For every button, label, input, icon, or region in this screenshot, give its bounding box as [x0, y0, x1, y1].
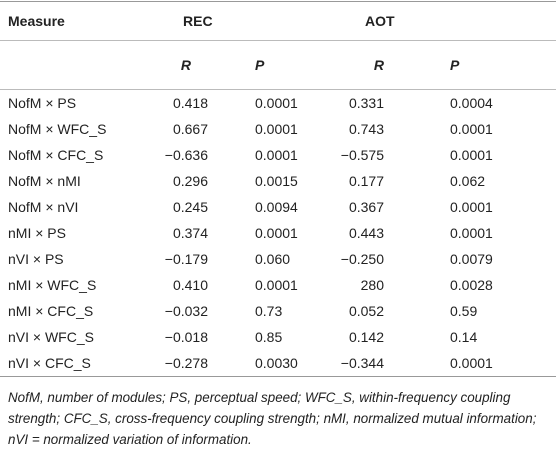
value-cell: 0.177	[348, 173, 384, 189]
value-cell: 0.374	[172, 225, 208, 241]
value-cell: 0.0001	[255, 225, 298, 241]
header-cell: REC	[140, 1, 320, 41]
value-cell: −0.575	[340, 147, 384, 163]
value-cell: 0.142	[348, 329, 384, 345]
measure-cell: NofM × WFC_S	[8, 121, 107, 137]
measure-cell: nMI × PS	[8, 225, 66, 241]
value-cell: 0.060	[255, 251, 291, 267]
value-cell: 0.14	[450, 329, 478, 345]
value-cell: −0.636	[164, 147, 208, 163]
value-cell: 0.245	[172, 199, 208, 215]
value-cell: 0.743	[348, 121, 384, 137]
subheader-row: R P R P	[0, 40, 556, 90]
value-cell: 0.0001	[255, 147, 298, 163]
value-cell: 0.0001	[450, 147, 493, 163]
subheader-cell: P	[215, 40, 320, 90]
value-cell: 0.0094	[255, 199, 298, 215]
table-body: Measure REC AOT R P R P NofM × PS 0.418 0.…	[0, 1, 556, 377]
table-row: nVI × CFC_S −0.278 0.0030 −0.344 0.0001	[0, 350, 556, 377]
measure-cell: nVI × WFC_S	[8, 329, 94, 345]
value-cell: 0.443	[348, 225, 384, 241]
value-cell: 0.0028	[450, 277, 493, 293]
value-cell: 0.0004	[450, 95, 493, 111]
measure-cell: nMI × WFC_S	[8, 277, 97, 293]
header-cell: Measure	[0, 1, 140, 41]
value-cell: 280	[360, 277, 384, 293]
value-cell: 0.0001	[450, 225, 493, 241]
value-cell: 0.667	[172, 121, 208, 137]
subheader-cell: R	[320, 40, 390, 90]
measure-cell: NofM × nMI	[8, 173, 81, 189]
value-cell: 0.418	[172, 95, 208, 111]
value-cell: 0.296	[172, 173, 208, 189]
measure-cell: nVI × PS	[8, 251, 64, 267]
value-cell: −0.344	[320, 350, 390, 377]
value-cell: 0.0079	[450, 251, 493, 267]
value-cell: 0.410	[172, 277, 208, 293]
value-cell: 0.367	[348, 199, 384, 215]
measure-cell: nMI × CFC_S	[8, 303, 94, 319]
table-row: nMI × WFC_S 0.410 0.0001 280 0.0028	[0, 272, 556, 298]
value-cell: 0.0001	[450, 199, 493, 215]
table-row: nMI × CFC_S −0.032 0.73 0.052 0.59	[0, 298, 556, 324]
value-cell: 0.0001	[390, 350, 556, 377]
table-row: NofM × nVI 0.245 0.0094 0.367 0.0001	[0, 194, 556, 220]
footnote: NofM, number of modules; PS, perceptual …	[8, 390, 537, 447]
value-cell: 0.0001	[450, 121, 493, 137]
subheader-cell	[0, 40, 140, 90]
value-cell: 0.73	[255, 303, 283, 319]
value-cell: −0.278	[140, 350, 215, 377]
value-cell: 0.0015	[255, 173, 298, 189]
value-cell: −0.018	[164, 329, 208, 345]
table-row: NofM × WFC_S 0.667 0.0001 0.743 0.0001	[0, 116, 556, 142]
value-cell: 0.052	[348, 303, 384, 319]
value-cell: 0.0001	[255, 121, 298, 137]
table-row: nVI × WFC_S −0.018 0.85 0.142 0.14	[0, 324, 556, 350]
value-cell: 0.85	[255, 329, 283, 345]
value-cell: 0.331	[348, 95, 384, 111]
data-table: Measure REC AOT R P R P NofM × PS 0.418 0.…	[0, 1, 556, 377]
table-row: nMI × PS 0.374 0.0001 0.443 0.0001	[0, 220, 556, 246]
measure-cell: nVI × CFC_S	[0, 350, 140, 377]
measure-cell: NofM × PS	[8, 95, 77, 111]
measure-cell: NofM × nVI	[8, 199, 79, 215]
table-row: NofM × CFC_S −0.636 0.0001 −0.575 0.0001	[0, 142, 556, 168]
subheader-cell: P	[390, 40, 556, 90]
value-cell: −0.032	[164, 303, 208, 319]
value-cell: 0.062	[450, 173, 486, 189]
header-row: Measure REC AOT	[0, 1, 556, 41]
value-cell: 0.0001	[255, 277, 298, 293]
value-cell: −0.250	[340, 251, 384, 267]
value-cell: 0.0001	[255, 95, 298, 111]
header-cell: AOT	[320, 1, 556, 41]
subheader-cell: R	[140, 40, 215, 90]
measure-cell: NofM × CFC_S	[8, 147, 104, 163]
value-cell: 0.59	[450, 303, 478, 319]
value-cell: 0.0030	[215, 350, 320, 377]
value-cell: −0.179	[164, 251, 208, 267]
table-row: NofM × nMI 0.296 0.0015 0.177 0.062	[0, 168, 556, 194]
table-row: nVI × PS −0.179 0.060 −0.250 0.0079	[0, 246, 556, 272]
table-row: NofM × PS 0.418 0.0001 0.331 0.0004	[0, 90, 556, 117]
